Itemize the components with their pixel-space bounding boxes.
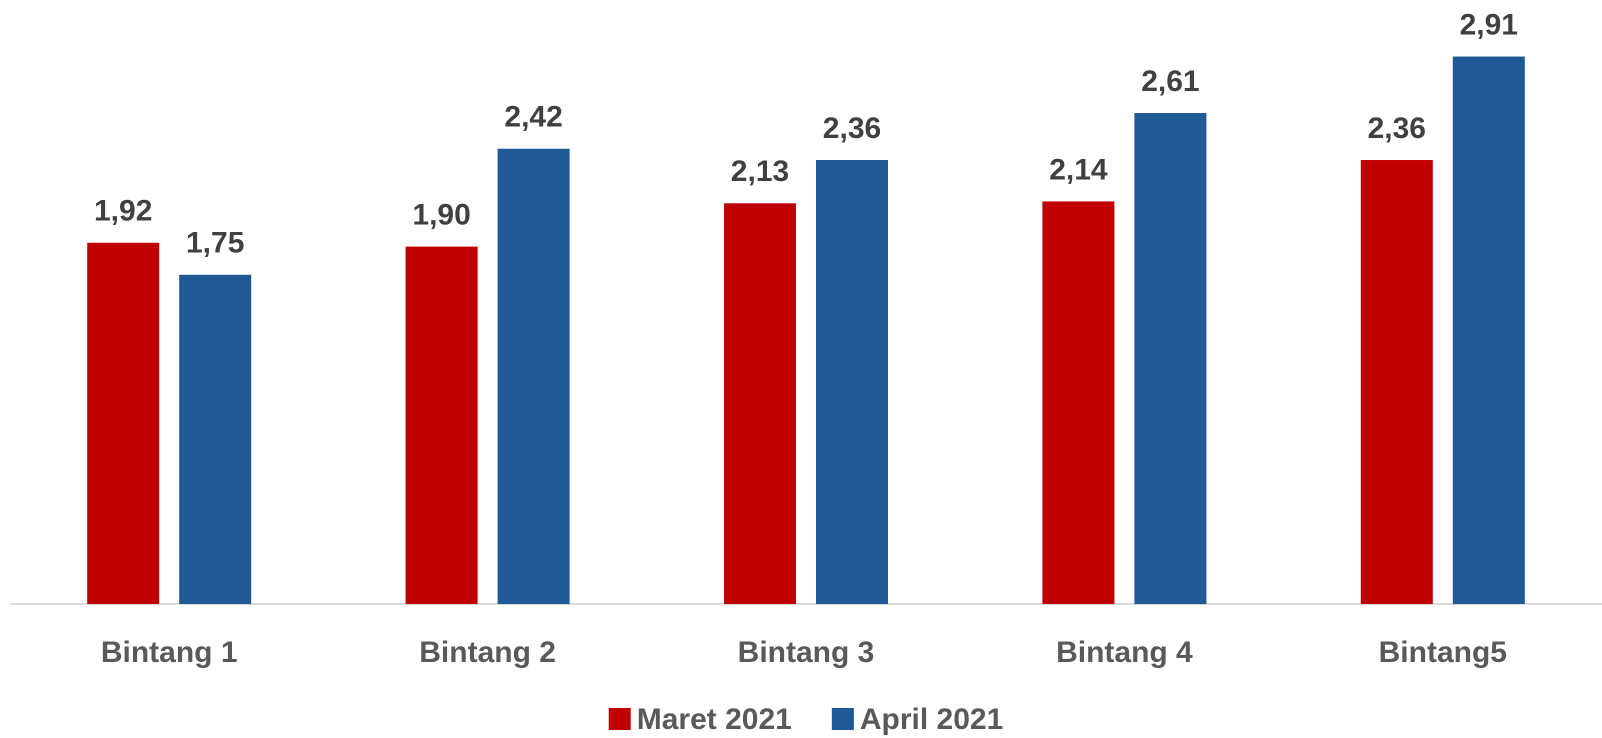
value-label: 1,90 [412,198,470,231]
bar [497,148,570,605]
value-label: 2,36 [1368,112,1426,145]
value-label: 2,13 [731,155,789,188]
x-tick-label: Bintang 1 [101,636,238,669]
x-tick-label: Bintang 2 [419,636,556,669]
bar [87,242,160,605]
legend-swatch [608,708,631,730]
legend-swatch [831,708,854,730]
legend-label: Maret 2021 [637,703,792,736]
value-label: 2,36 [823,112,881,145]
x-tick-label: Bintang 3 [738,636,875,669]
bar [816,160,888,604]
bar [1452,56,1525,604]
value-label: 1,92 [94,195,152,228]
bar [179,274,252,604]
legend-label: April 2021 [860,703,1003,736]
bar [724,203,796,604]
x-tick-label: Bintang5 [1379,636,1507,669]
value-label: 2,91 [1460,8,1518,41]
value-label: 2,61 [1141,65,1199,98]
bar [1360,160,1433,604]
x-tick-label: Bintang 4 [1056,636,1193,669]
bar [1042,201,1115,604]
value-label: 2,42 [504,101,562,134]
value-label: 1,75 [186,227,244,260]
value-label: 2,14 [1049,153,1108,186]
bar [1134,112,1207,605]
bar [405,246,478,604]
